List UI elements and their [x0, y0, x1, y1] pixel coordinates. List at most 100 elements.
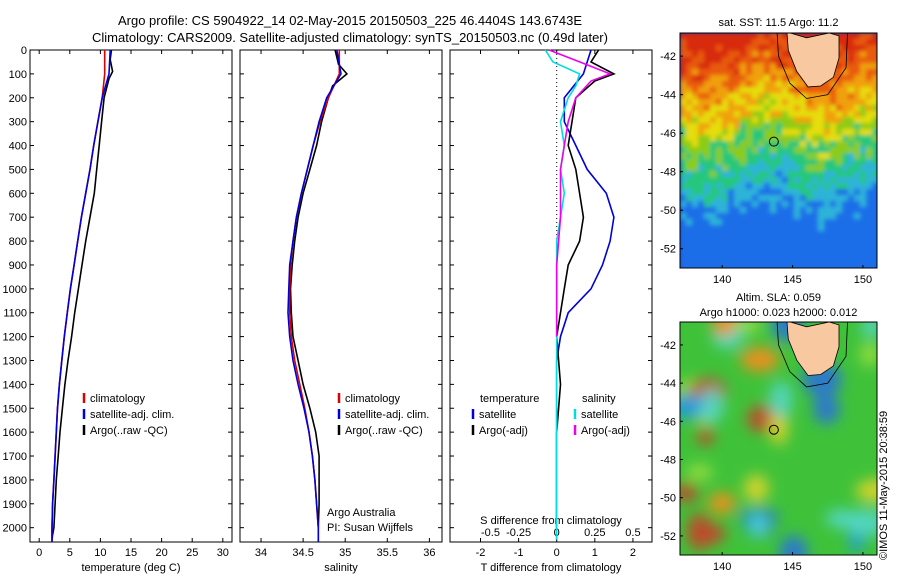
- sst-cell: [704, 81, 711, 88]
- sst-cell: [710, 183, 717, 190]
- lat-tick-label: -44: [660, 90, 676, 102]
- sst-cell: [758, 201, 765, 208]
- sst-cell: [764, 165, 771, 172]
- sst-cell: [680, 165, 687, 172]
- sst-cell: [824, 129, 831, 136]
- sst-cell: [872, 93, 877, 100]
- sst-cell: [704, 243, 711, 250]
- sst-cell: [848, 129, 855, 136]
- x-tick-label: 5: [67, 547, 73, 559]
- sst-cell: [866, 93, 873, 100]
- sst-cell: [728, 201, 735, 208]
- sst-cell: [782, 63, 789, 70]
- sst-cell: [752, 141, 759, 148]
- sst-cell: [848, 99, 855, 106]
- sst-cell: [848, 219, 855, 226]
- sst-cell: [824, 195, 831, 202]
- sst-cell: [752, 51, 759, 58]
- sst-cell: [722, 123, 729, 130]
- sst-cell: [872, 129, 877, 136]
- sst-cell: [752, 237, 759, 244]
- sst-cell: [728, 141, 735, 148]
- sst-cell: [710, 195, 717, 202]
- sst-cell: [800, 189, 807, 196]
- sst-cell: [824, 165, 831, 172]
- sst-cell: [734, 39, 741, 46]
- sst-cell: [842, 153, 849, 160]
- sst-cell: [692, 207, 699, 214]
- sst-cell: [758, 117, 765, 124]
- sst-cell: [830, 183, 837, 190]
- sst-cell: [854, 165, 861, 172]
- sst-cell: [710, 75, 717, 82]
- sst-cell: [728, 87, 735, 94]
- sst-cell: [812, 201, 819, 208]
- sst-cell: [764, 153, 771, 160]
- sst-cell: [722, 213, 729, 220]
- sst-cell: [866, 87, 873, 94]
- sst-cell: [794, 123, 801, 130]
- sst-cell: [704, 225, 711, 232]
- sst-cell: [812, 147, 819, 154]
- legend-satellite-label: satellite-adj. clim.: [345, 409, 429, 421]
- map-field: [680, 33, 877, 268]
- profile-location-marker: [768, 136, 779, 147]
- sst-cell: [794, 99, 801, 106]
- sst-cell: [722, 183, 729, 190]
- sst-cell: [818, 87, 825, 94]
- sst-cell: [842, 141, 849, 148]
- sst-cell: [842, 51, 849, 58]
- sst-cell: [728, 171, 735, 178]
- sst-cell: [800, 117, 807, 124]
- sst-cell: [770, 213, 777, 220]
- sst-cell: [692, 105, 699, 112]
- sst-cell: [686, 213, 693, 220]
- sst-cell: [740, 51, 747, 58]
- sst-cell: [794, 135, 801, 142]
- series-line-satellite: [287, 49, 342, 542]
- sst-cell: [752, 207, 759, 214]
- figure-title-line1: Argo profile: CS 5904922_14 02-May-2015 …: [117, 13, 583, 28]
- sst-cell: [758, 237, 765, 244]
- sst-cell: [740, 177, 747, 184]
- sst-cell: [776, 183, 783, 190]
- sst-cell: [860, 45, 867, 52]
- sst-cell: [680, 99, 687, 106]
- sst-cell: [776, 195, 783, 202]
- sst-cell: [704, 57, 711, 64]
- sst-cell: [734, 87, 741, 94]
- top-axis-label: S difference from climatology: [480, 515, 622, 527]
- sst-cell: [872, 57, 877, 64]
- sst-cell: [686, 201, 693, 208]
- sst-cell: [824, 171, 831, 178]
- sla-blobs: [680, 322, 877, 555]
- lat-tick-label: -52: [660, 531, 676, 543]
- sst-cell: [746, 177, 753, 184]
- sst-cell: [824, 153, 831, 160]
- sst-cell: [800, 171, 807, 178]
- sst-cell: [770, 261, 777, 268]
- sst-cell: [764, 219, 771, 226]
- sst-cell: [728, 57, 735, 64]
- sst-cell: [770, 135, 777, 142]
- depth-tick-label: 1000: [3, 284, 27, 296]
- sst-cell: [854, 195, 861, 202]
- sst-cell: [848, 237, 855, 244]
- sst-cell: [848, 159, 855, 166]
- sst-cell: [818, 237, 825, 244]
- sst-cell: [758, 69, 765, 76]
- sst-cell: [704, 69, 711, 76]
- sst-cell: [848, 249, 855, 256]
- sst-cell: [764, 105, 771, 112]
- sst-cell: [794, 171, 801, 178]
- depth-tick-label: 400: [9, 141, 27, 153]
- sst-cell: [770, 177, 777, 184]
- sla-eddy: [750, 514, 768, 538]
- lat-tick-label: -52: [660, 244, 676, 256]
- sst-cell: [872, 63, 877, 70]
- sst-cell: [770, 225, 777, 232]
- lon-tick-label: 145: [783, 274, 801, 286]
- x-tick-label: 34.5: [292, 547, 313, 559]
- sst-cell: [854, 213, 861, 220]
- sst-cell: [848, 141, 855, 148]
